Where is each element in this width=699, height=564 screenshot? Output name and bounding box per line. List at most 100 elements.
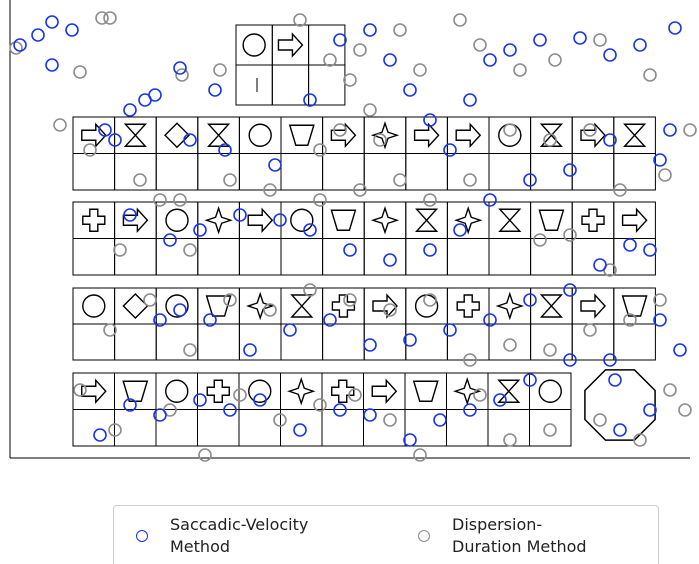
cell — [156, 154, 198, 191]
symbol — [582, 209, 604, 231]
point — [464, 174, 476, 186]
cell — [281, 202, 323, 239]
point — [10, 42, 22, 54]
cell — [73, 373, 115, 410]
symbol — [166, 380, 188, 402]
point — [644, 244, 656, 256]
symbol — [249, 380, 271, 402]
cell — [323, 202, 365, 239]
cell — [488, 410, 530, 447]
point — [154, 194, 166, 206]
point — [549, 54, 561, 66]
cell — [364, 154, 406, 191]
cell — [364, 410, 406, 447]
point — [364, 24, 376, 36]
point — [184, 244, 196, 256]
legend-entry: Saccadic-Velocity Method — [136, 514, 320, 558]
point — [224, 174, 236, 186]
cell — [447, 154, 489, 191]
symbol — [207, 208, 231, 232]
legend-marker — [136, 530, 148, 542]
legend: Saccadic-Velocity Method Dispersion-Dura… — [113, 505, 659, 564]
symbol — [248, 209, 272, 231]
point — [644, 404, 656, 416]
cell — [489, 154, 531, 191]
point — [84, 144, 96, 156]
symbol — [292, 295, 312, 317]
symbol — [249, 124, 271, 146]
cell — [531, 154, 573, 191]
symbol — [500, 209, 520, 231]
symbol — [581, 295, 605, 317]
symbol — [457, 295, 479, 317]
symbol — [456, 124, 480, 146]
point — [344, 74, 356, 86]
point — [214, 64, 226, 76]
point — [524, 174, 536, 186]
cell — [405, 373, 447, 410]
point — [364, 409, 376, 421]
point — [484, 54, 496, 66]
point — [394, 24, 406, 36]
point — [514, 64, 526, 76]
point — [564, 164, 576, 176]
point — [46, 59, 58, 71]
point — [354, 44, 366, 56]
symbol — [414, 381, 438, 401]
point — [94, 429, 106, 441]
cell — [198, 324, 240, 360]
symbol — [123, 381, 147, 401]
symbol — [83, 209, 105, 231]
point — [104, 12, 116, 24]
point — [404, 434, 416, 446]
point — [424, 244, 436, 256]
point — [564, 229, 576, 241]
cell — [309, 65, 345, 105]
point — [114, 244, 126, 256]
symbol — [373, 208, 397, 232]
point — [314, 194, 326, 206]
cell — [614, 324, 656, 360]
point — [594, 414, 606, 426]
point — [524, 294, 536, 306]
cell — [156, 410, 198, 447]
legend-label: Saccadic-Velocity Method — [170, 514, 320, 558]
point — [46, 16, 58, 28]
point — [74, 66, 86, 78]
point — [269, 159, 281, 171]
symbol — [278, 34, 302, 56]
symbol — [623, 296, 647, 316]
cell — [572, 288, 614, 324]
point — [284, 324, 296, 336]
cell — [406, 154, 448, 191]
point — [294, 424, 306, 436]
cell — [239, 117, 281, 154]
cell — [323, 324, 365, 360]
point — [344, 294, 356, 306]
point — [254, 394, 266, 406]
point — [184, 344, 196, 356]
cell — [281, 117, 323, 154]
cell — [239, 239, 281, 276]
cell — [281, 154, 323, 191]
symbol — [291, 209, 313, 231]
point — [74, 384, 86, 396]
point — [149, 89, 161, 101]
point — [669, 22, 681, 34]
legend-label: Dispersion-Duration Method — [452, 514, 602, 558]
point — [234, 389, 246, 401]
point — [384, 414, 396, 426]
symbol — [415, 124, 439, 146]
point — [674, 344, 686, 356]
symbol — [499, 380, 519, 402]
point — [209, 84, 221, 96]
cell — [447, 117, 489, 154]
point — [504, 434, 516, 446]
cell — [156, 202, 198, 239]
cell — [281, 239, 323, 276]
point — [294, 14, 306, 26]
point — [176, 69, 188, 81]
cell — [73, 288, 115, 324]
point — [384, 54, 396, 66]
cell — [614, 288, 656, 324]
